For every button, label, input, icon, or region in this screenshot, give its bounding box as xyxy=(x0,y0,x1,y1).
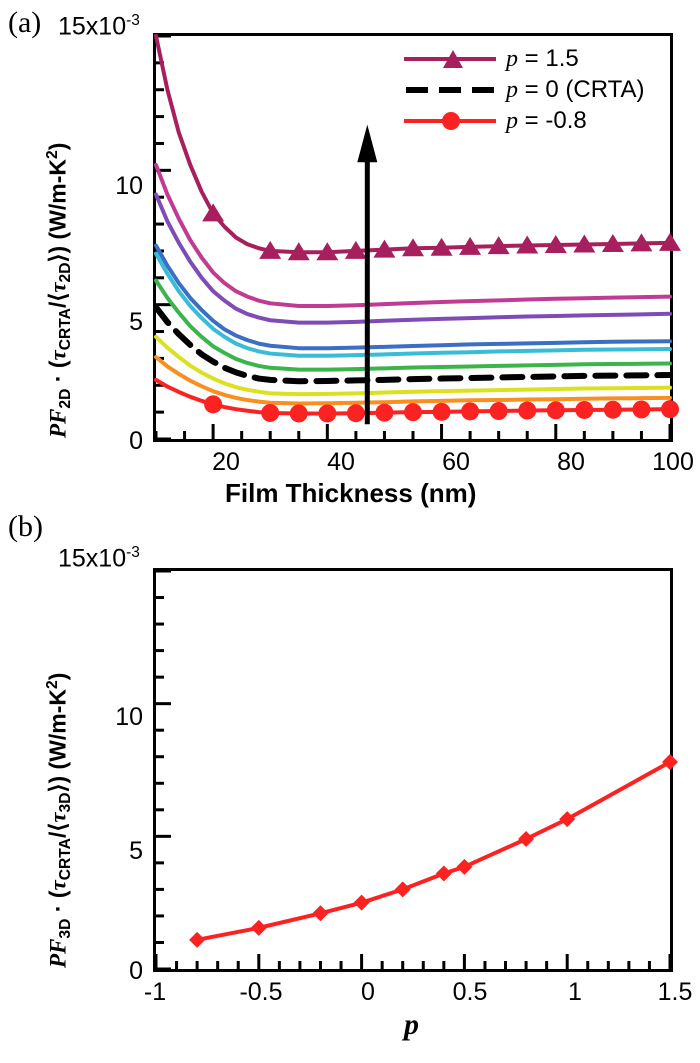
panel-a-legend: p = 1.5 p = 0 (CRTA) p = -0.8 xyxy=(404,43,644,136)
panel-b-y-exponent-label: 15x10-3 xyxy=(58,544,140,573)
legend-label-p-1-5: p = 1.5 xyxy=(506,44,579,72)
panel-a-xtick-20: 20 xyxy=(212,448,240,476)
legend-row-p-1-5: p = 1.5 xyxy=(404,43,644,74)
panel-b-y-axis-title: PF3D · (τCRTA/⟨τ3D⟩) (W/m-K2) xyxy=(44,672,74,968)
panel-a-plot-area xyxy=(153,33,681,442)
panel-a-ytick-0: 0 xyxy=(129,427,143,455)
panel-b-label: (b) xyxy=(8,510,43,543)
legend-dashed-swatch xyxy=(404,86,496,93)
panel-b-xtick-minus0-5: -0.5 xyxy=(239,978,283,1006)
panel-b-plot-area xyxy=(153,568,678,972)
legend-label-p-0-crta: p = 0 (CRTA) xyxy=(506,75,645,103)
panel-a-xtick-40: 40 xyxy=(327,448,355,476)
panel-a-y-axis-title: PF2D · (τCRTA/⟨τ2D⟩) (W/m-K2) xyxy=(44,142,74,438)
panel-b-chart-canvas xyxy=(154,569,678,971)
panel-a-xtick-80: 80 xyxy=(557,448,585,476)
panel-b-ytick-0: 0 xyxy=(129,957,143,985)
panel-b: (b) 15x10-3 10 5 0 PF3D · (τCRTA/⟨τ3D⟩) … xyxy=(0,500,700,1063)
panel-a-x-axis-title: Film Thickness (nm) xyxy=(225,478,477,508)
panel-a: (a) 15x10-3 10 5 0 PF2D · (τCRTA/⟨τ2D⟩) … xyxy=(0,0,700,508)
legend-sample-p-0-crta xyxy=(404,77,496,103)
panel-b-ytick-5: 5 xyxy=(129,837,143,865)
panel-b-ytick-10: 10 xyxy=(115,703,143,731)
panel-b-xtick-1: 1 xyxy=(568,978,582,1006)
legend-row-p-0-crta: p = 0 (CRTA) xyxy=(404,74,644,105)
panel-a-ytick-5: 5 xyxy=(129,308,143,336)
panel-a-ytick-10: 10 xyxy=(115,172,143,200)
legend-sample-p-minus-0-8 xyxy=(404,108,496,134)
panel-b-xtick-0: 0 xyxy=(361,978,375,1006)
panel-a-chart-canvas xyxy=(153,34,681,441)
panel-b-x-axis-title: p xyxy=(404,1008,419,1041)
panel-a-xtick-60: 60 xyxy=(442,448,470,476)
circle-marker-icon xyxy=(440,111,462,131)
panel-b-xtick-1-5: 1.5 xyxy=(657,978,693,1006)
triangle-marker-icon xyxy=(442,49,464,69)
panel-a-xtick-100: 100 xyxy=(652,448,694,476)
panel-b-xtick-0-5: 0.5 xyxy=(452,978,488,1006)
panel-b-xtick-minus1: -1 xyxy=(143,978,167,1006)
panel-a-label: (a) xyxy=(8,6,42,39)
panel-a-y-exponent-label: 15x10-3 xyxy=(58,12,140,41)
legend-row-p-minus-0-8: p = -0.8 xyxy=(404,105,644,136)
legend-label-p-minus-0-8: p = -0.8 xyxy=(506,106,587,134)
legend-sample-p-1-5 xyxy=(404,46,496,72)
